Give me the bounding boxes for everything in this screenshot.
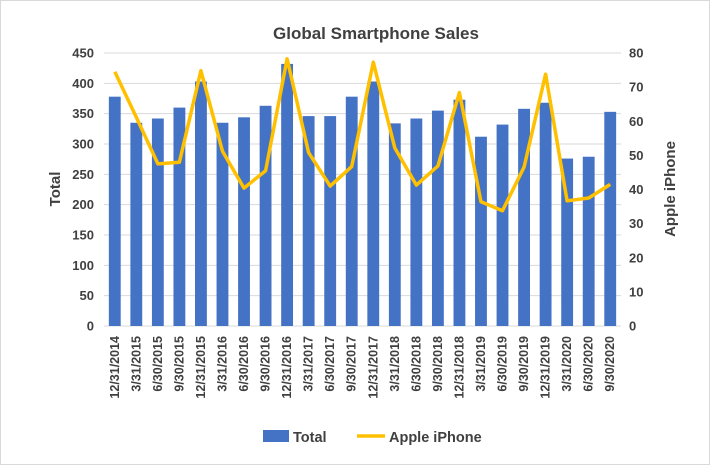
x-tick-label: 12/31/2016	[280, 336, 294, 399]
bar-total	[259, 105, 272, 326]
x-tick-label: 9/30/2019	[517, 336, 531, 392]
y-tick-label: 250	[72, 167, 94, 182]
x-tick-label: 3/31/2020	[560, 336, 574, 392]
y-tick-label: 350	[72, 106, 94, 121]
x-tick-label: 6/30/2016	[237, 336, 251, 392]
y-axis-title: Total	[47, 172, 64, 207]
bar-total	[475, 136, 487, 326]
bar-total	[345, 96, 358, 327]
y2-tick-label: 40	[629, 182, 643, 197]
x-tick-label: 9/30/2020	[603, 336, 617, 392]
bar-total	[281, 63, 294, 327]
y2-tick-label: 20	[629, 250, 643, 265]
x-tick-label: 6/30/2018	[409, 336, 423, 392]
x-tick-label: 12/31/2019	[539, 336, 553, 399]
x-tick-label: 3/31/2019	[474, 336, 488, 392]
x-tick-label: 3/31/2017	[302, 336, 316, 392]
line-apple-iphone	[113, 57, 612, 213]
bar-total	[388, 123, 401, 326]
bar-total	[302, 116, 315, 327]
y-tick-label: 0	[87, 319, 94, 334]
x-tick-label: 12/31/2014	[108, 336, 122, 399]
bar-total	[173, 107, 186, 326]
bar-total	[496, 124, 509, 326]
bar-total	[130, 122, 143, 327]
y-tick-label: 400	[72, 76, 94, 91]
bar-total	[195, 81, 207, 326]
gridlines	[104, 52, 621, 327]
bar-total	[582, 156, 595, 326]
left-axis-ticks: 0 50 100 150 200 250 300 350 400 450	[72, 46, 94, 334]
bar-total	[561, 158, 574, 326]
x-tick-label: 9/30/2017	[345, 336, 359, 392]
bar-total	[238, 117, 250, 326]
y2-tick-label: 0	[629, 319, 636, 334]
bar-total	[604, 111, 617, 326]
x-tick-label: 9/30/2018	[431, 336, 445, 392]
y-tick-label: 100	[72, 258, 94, 273]
legend: Total Apple iPhone	[263, 430, 482, 446]
x-tick-label: 9/30/2015	[172, 336, 186, 392]
bar-total	[108, 96, 121, 327]
bar-total	[151, 118, 164, 327]
bar-total	[216, 122, 229, 327]
y2-tick-label: 80	[629, 46, 643, 61]
bar-total	[367, 81, 380, 326]
y-tick-label: 50	[80, 288, 94, 303]
x-tick-label: 6/30/2020	[582, 336, 596, 392]
bar-total	[431, 110, 444, 326]
y-tick-label: 300	[72, 137, 94, 152]
x-tick-label: 6/30/2015	[151, 336, 165, 392]
legend-swatch-total	[263, 430, 289, 442]
x-tick-label: 9/30/2016	[259, 336, 273, 392]
x-tick-label: 12/31/2015	[194, 336, 208, 399]
legend-label-apple-iphone: Apple iPhone	[389, 430, 482, 446]
x-tick-label: 12/31/2018	[452, 336, 466, 399]
bar-total	[518, 108, 530, 327]
y2-axis-title: Apple iPhone	[662, 141, 679, 237]
chart-title: Global Smartphone Sales	[273, 24, 479, 43]
x-tick-label: 3/31/2015	[129, 336, 143, 392]
x-tick-label: 3/31/2016	[215, 336, 229, 392]
x-tick-label: 12/31/2017	[366, 336, 380, 399]
y2-tick-label: 60	[629, 114, 643, 129]
x-tick-label: 3/31/2018	[388, 336, 402, 392]
y2-tick-label: 10	[629, 284, 643, 299]
bar-total	[324, 116, 337, 327]
y-tick-label: 200	[72, 197, 94, 212]
y-tick-label: 450	[72, 46, 94, 61]
x-tick-label: 6/30/2017	[323, 336, 337, 392]
bar-total	[410, 118, 423, 327]
line-series-apple-iphone	[113, 57, 612, 213]
y2-tick-label: 70	[629, 80, 643, 95]
y2-tick-label: 30	[629, 216, 643, 231]
y2-tick-label: 50	[629, 148, 643, 163]
legend-label-total: Total	[293, 430, 327, 446]
x-tick-label: 6/30/2019	[496, 336, 510, 392]
bar-total	[539, 102, 552, 326]
y-tick-label: 150	[72, 228, 94, 243]
right-axis-ticks: 0 10 20 30 40 50 60 70 80	[629, 46, 643, 334]
bar-total	[453, 99, 466, 326]
x-axis-ticks: 12/31/2014 3/31/2015 6/30/2015 9/30/2015 12/…	[108, 336, 617, 399]
bar-series-total	[108, 63, 617, 327]
